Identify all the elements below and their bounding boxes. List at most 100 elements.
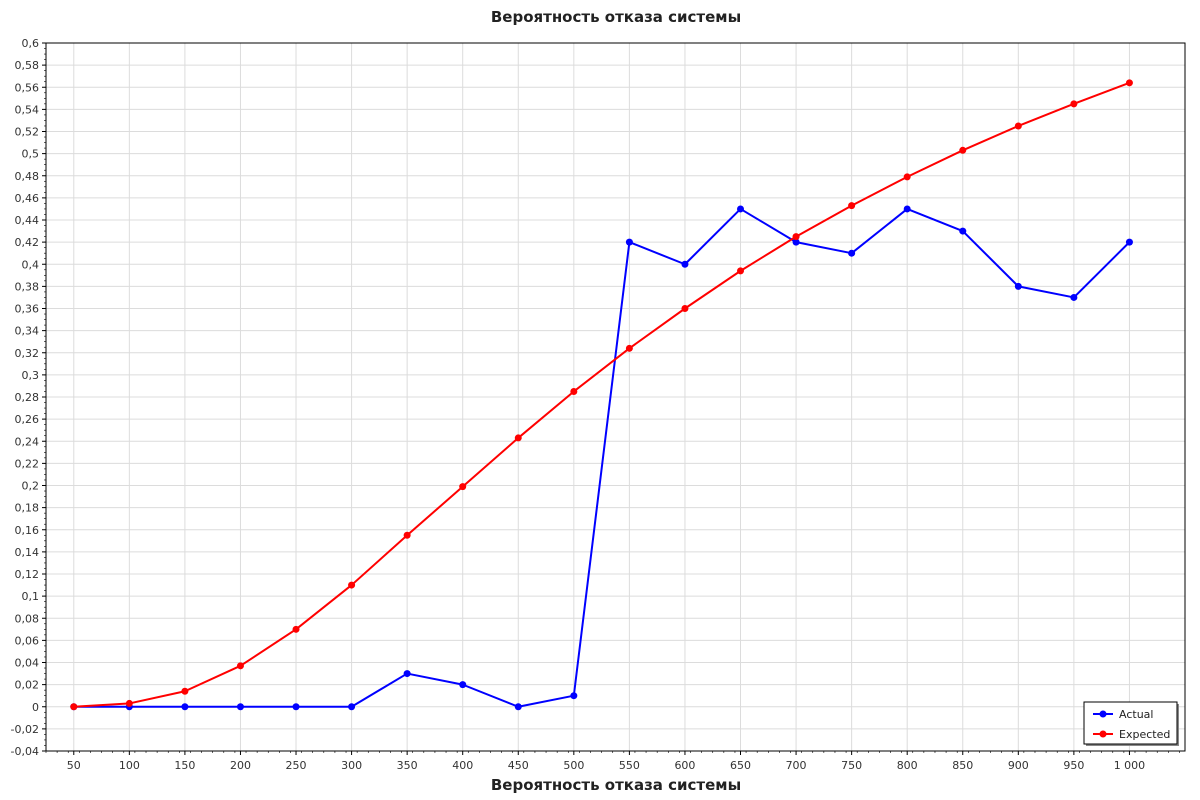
data-point-expected <box>1014 122 1022 130</box>
y-tick-label: 0,48 <box>15 170 40 183</box>
data-point-actual <box>625 238 633 246</box>
y-tick-label: 0,36 <box>15 303 40 316</box>
y-tick-label: 0,1 <box>22 590 40 603</box>
series-line-actual <box>73 207 1131 708</box>
y-tick-label: 0,18 <box>15 502 40 515</box>
y-tick-label: 0,24 <box>15 435 40 448</box>
data-point-actual <box>681 260 689 268</box>
y-tick-label: 0,16 <box>15 524 40 537</box>
y-tick-label: 0,6 <box>22 37 40 50</box>
data-point-actual <box>348 703 356 711</box>
legend-box <box>1083 701 1178 745</box>
data-point-expected <box>181 687 189 695</box>
data-point-actual <box>570 692 578 700</box>
x-tick-label: 400 <box>452 759 473 772</box>
y-tick-label: 0,5 <box>22 148 40 161</box>
data-point-actual <box>959 227 967 235</box>
data-point-expected <box>1070 100 1078 108</box>
data-point-actual <box>514 703 522 711</box>
data-point-expected <box>903 173 911 181</box>
legend-marker-expected <box>1099 730 1107 738</box>
data-point-expected <box>959 146 967 154</box>
data-point-expected <box>236 662 244 670</box>
y-tick-label: 0,14 <box>15 546 40 559</box>
data-point-actual <box>903 205 911 213</box>
x-tick-label: 1 000 <box>1114 759 1146 772</box>
y-tick-label: 0,32 <box>15 347 40 360</box>
series-line-expected <box>73 81 1130 708</box>
y-tick-label: 0,06 <box>15 634 40 647</box>
x-tick-label: 500 <box>563 759 584 772</box>
x-tick-label: 200 <box>230 759 251 772</box>
x-tick-label: 550 <box>619 759 640 772</box>
y-tick-label: 0,08 <box>15 612 40 625</box>
x-tick-label: 850 <box>952 759 973 772</box>
y-tick-label: 0,44 <box>15 214 40 227</box>
x-tick-label: 800 <box>897 759 918 772</box>
y-tick-label: 0,28 <box>15 391 40 404</box>
data-point-actual <box>737 205 745 213</box>
y-tick-label: 0,54 <box>15 103 40 116</box>
data-point-expected <box>459 483 467 491</box>
y-tick-label: 0,12 <box>15 568 40 581</box>
grid <box>46 42 1185 752</box>
data-point-expected <box>737 267 745 275</box>
y-tick-label: 0,56 <box>15 81 40 94</box>
legend-marker-actual <box>1099 710 1107 718</box>
x-tick-label: 50 <box>67 759 81 772</box>
x-tick-label: 300 <box>341 759 362 772</box>
x-tick-label: 150 <box>174 759 195 772</box>
y-tick-label: -0,02 <box>11 723 39 736</box>
data-point-expected <box>848 202 856 210</box>
y-tick-label: -0,04 <box>11 745 39 758</box>
chart-title: Вероятность отказа системы <box>490 8 742 26</box>
data-point-expected <box>625 344 633 352</box>
data-point-actual <box>236 703 244 711</box>
y-tick-label: 0 <box>32 701 39 714</box>
x-tick-label: 600 <box>674 759 695 772</box>
data-point-expected <box>348 581 356 589</box>
x-tick-label: 100 <box>119 759 140 772</box>
x-tick-label: 350 <box>397 759 418 772</box>
data-point-actual <box>1125 238 1133 246</box>
x-tick-label: 950 <box>1063 759 1084 772</box>
data-point-expected <box>681 305 689 312</box>
data-point-expected <box>403 531 411 539</box>
legend: Actual Expected <box>1083 701 1179 746</box>
data-point-expected <box>70 703 78 711</box>
legend-label-actual: Actual <box>1119 708 1153 721</box>
data-point-expected <box>514 434 522 442</box>
x-axis-title: Вероятность отказа системы <box>490 776 742 794</box>
x-tick-label: 450 <box>508 759 529 772</box>
x-tick-label: 250 <box>286 759 307 772</box>
y-tick-label: 0,3 <box>22 369 40 382</box>
y-tick-label: 0,2 <box>22 480 40 493</box>
y-tick-label: 0,34 <box>15 325 40 338</box>
data-point-actual <box>1070 293 1078 301</box>
y-tick-label: 0,46 <box>15 192 40 205</box>
x-tick-label: 700 <box>786 759 807 772</box>
data-point-expected <box>292 625 300 633</box>
data-point-expected <box>570 387 578 395</box>
data-point-actual <box>181 703 189 711</box>
data-point-actual <box>792 238 800 246</box>
y-tick-label: 0,58 <box>15 59 40 72</box>
data-point-actual <box>403 670 411 678</box>
y-tick-label: 0,26 <box>15 413 40 426</box>
data-point-expected <box>1125 79 1133 87</box>
legend-label-expected: Expected <box>1119 728 1170 741</box>
axes: -0,04 -0,02 0 0,02 0,04 0,06 0,08 0,1 0,12 0,14 0,… <box>11 37 1180 772</box>
x-tick-label: 650 <box>730 759 751 772</box>
data-point-actual <box>848 249 856 257</box>
y-tick-label: 0,22 <box>15 457 40 470</box>
x-tick-label: 750 <box>841 759 862 772</box>
data-point-actual <box>459 681 467 689</box>
x-tick-label: 900 <box>1008 759 1029 772</box>
data-point-actual <box>1014 282 1022 290</box>
data-point-expected <box>792 233 800 241</box>
series <box>70 79 1133 711</box>
y-tick-label: 0,38 <box>15 280 40 293</box>
data-point-expected <box>125 699 133 707</box>
y-tick-label: 0,04 <box>15 657 40 670</box>
